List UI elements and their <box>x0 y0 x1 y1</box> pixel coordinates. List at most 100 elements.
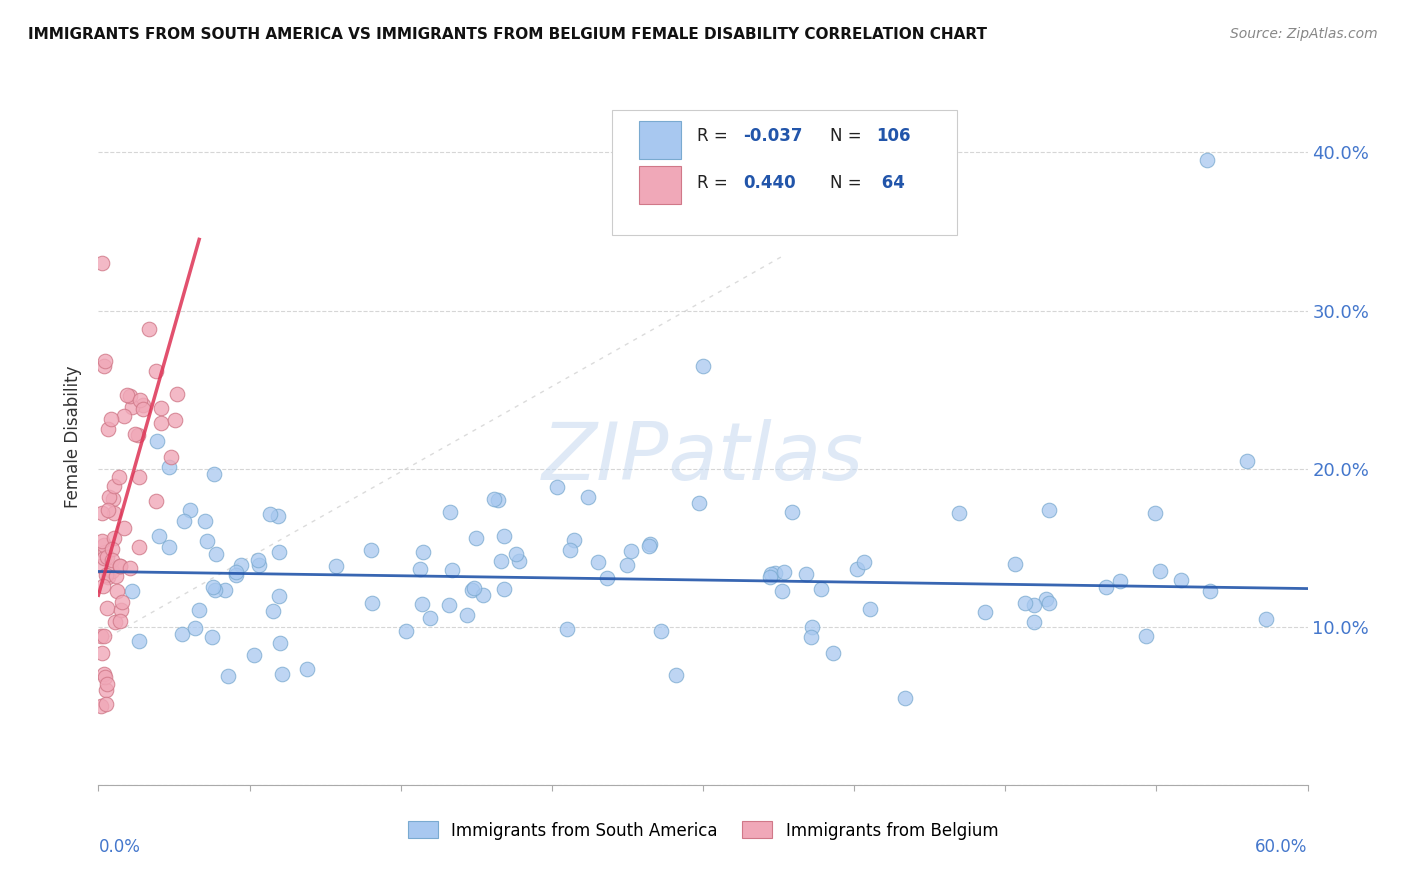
Point <box>229 558 252 573</box>
Point <box>187 603 209 617</box>
Point <box>1108 574 1130 589</box>
Point <box>183 621 205 635</box>
Point <box>173 515 195 529</box>
Point <box>204 582 226 597</box>
Point <box>104 615 127 630</box>
Text: R =: R = <box>697 127 733 145</box>
Point <box>247 552 270 566</box>
Point <box>100 412 122 426</box>
Point <box>96 600 118 615</box>
Point <box>128 470 150 484</box>
Point <box>124 427 146 442</box>
Point <box>105 583 128 598</box>
Point <box>763 566 786 580</box>
Point <box>90 558 112 573</box>
Bar <box>638 166 682 204</box>
Point <box>93 579 115 593</box>
Point <box>1149 564 1171 578</box>
Point <box>759 570 782 584</box>
Point <box>170 627 193 641</box>
Point <box>1170 573 1192 587</box>
Point <box>267 508 290 523</box>
Text: ZIPatlas: ZIPatlas <box>541 419 865 497</box>
Point <box>801 620 824 634</box>
Text: IMMIGRANTS FROM SOUTH AMERICA VS IMMIGRANTS FROM BELGIUM FEMALE DISABILITY CORRE: IMMIGRANTS FROM SOUTH AMERICA VS IMMIGRA… <box>28 27 987 42</box>
Point <box>103 531 125 545</box>
Point <box>108 614 131 628</box>
Point <box>461 583 484 598</box>
Point <box>201 580 224 594</box>
Point <box>409 562 432 576</box>
Point <box>101 491 124 506</box>
Point <box>101 564 124 578</box>
Point <box>1038 503 1060 517</box>
Point <box>482 491 505 506</box>
Point <box>105 569 128 583</box>
Point <box>412 545 434 559</box>
Text: Source: ZipAtlas.com: Source: ZipAtlas.com <box>1230 27 1378 41</box>
Point <box>100 552 122 566</box>
Point <box>96 549 118 564</box>
Text: 106: 106 <box>876 127 911 145</box>
Point <box>127 428 149 442</box>
Point <box>97 422 120 436</box>
Point <box>508 553 530 567</box>
Point <box>472 588 495 602</box>
Point <box>90 646 112 660</box>
Point <box>202 467 225 481</box>
Point <box>823 646 845 660</box>
Point <box>91 256 114 270</box>
Text: 64: 64 <box>876 174 905 192</box>
Point <box>845 562 868 576</box>
Point <box>562 533 585 548</box>
Text: N =: N = <box>830 127 868 145</box>
Point <box>1135 629 1157 643</box>
Point <box>759 567 782 582</box>
Point <box>111 594 134 608</box>
Point <box>492 582 515 597</box>
Point <box>132 399 155 413</box>
Point <box>859 602 882 616</box>
Point <box>360 596 382 610</box>
Point <box>96 683 118 698</box>
Point <box>132 402 155 417</box>
Point <box>93 667 115 681</box>
Point <box>100 541 122 556</box>
Point <box>665 667 688 681</box>
Point <box>110 603 132 617</box>
Point <box>1195 153 1218 168</box>
Point <box>120 389 142 403</box>
Point <box>128 634 150 648</box>
Point <box>640 536 662 550</box>
Point <box>112 409 135 424</box>
Point <box>616 558 638 572</box>
Point <box>269 545 291 559</box>
Point <box>149 417 172 431</box>
Point <box>145 363 167 377</box>
Point <box>121 400 143 414</box>
Text: -0.037: -0.037 <box>742 127 803 145</box>
Point <box>160 450 183 464</box>
Point <box>93 551 115 566</box>
Point <box>157 540 180 554</box>
Point <box>94 353 117 368</box>
Point <box>555 622 578 636</box>
Point <box>93 670 115 684</box>
Point <box>546 479 568 493</box>
Point <box>893 690 915 705</box>
Point <box>772 565 794 579</box>
Point <box>1144 506 1167 520</box>
Point <box>688 496 710 510</box>
Point <box>90 698 112 713</box>
Y-axis label: Female Disability: Female Disability <box>65 366 83 508</box>
Point <box>195 533 218 548</box>
Point <box>974 605 997 619</box>
Point <box>93 538 115 552</box>
Point <box>247 558 270 572</box>
Text: 60.0%: 60.0% <box>1256 838 1308 856</box>
Point <box>853 556 876 570</box>
Point <box>115 388 138 402</box>
Point <box>96 570 118 584</box>
Point <box>1038 596 1060 610</box>
Point <box>948 506 970 520</box>
